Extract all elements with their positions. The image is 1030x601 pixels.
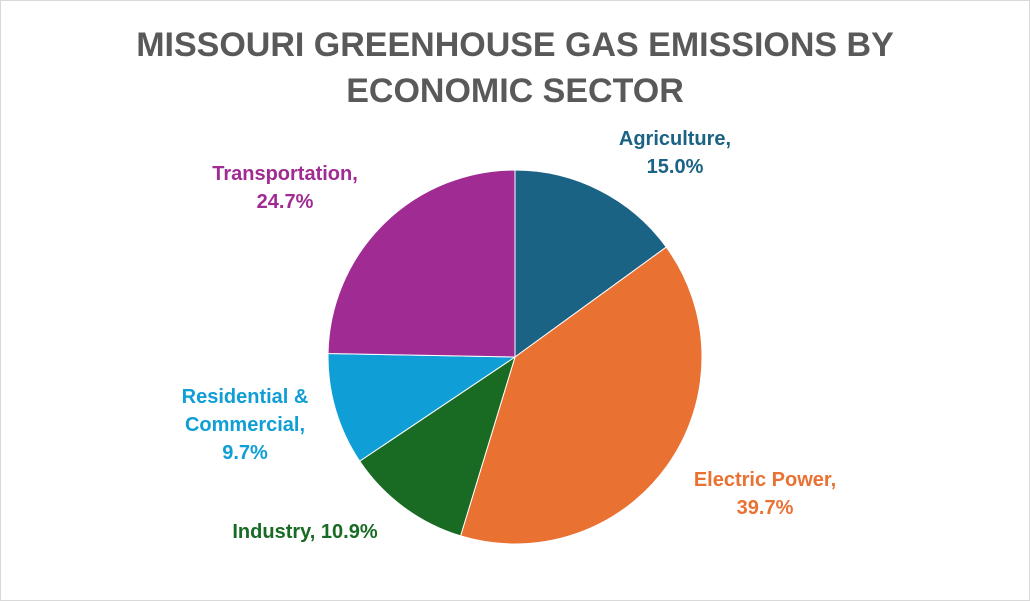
data-label-residential-commercial-line-1: Residential & [181, 386, 309, 408]
chart-title-line-2: ECONOMIC SECTOR [346, 72, 684, 110]
pie-slice-agriculture [514, 169, 667, 358]
data-label-industry-line-1: Industry, 10.9% [232, 521, 378, 543]
data-label-industry: Industry, 10.9% [200, 518, 410, 546]
chart-title: MISSOURI GREENHOUSE GAS EMISSIONS BY ECO… [0, 22, 1030, 114]
pie-slice-electric-power [459, 246, 703, 545]
data-label-agriculture-line-2: 15.0% [646, 156, 704, 178]
data-label-residential-commercial-line-2: Commercial, [184, 414, 306, 436]
pie-slice-industry [358, 355, 516, 537]
data-label-electric-power-line-1: Electric Power, [693, 469, 837, 491]
data-label-agriculture: Agriculture, 15.0% [575, 125, 775, 181]
data-label-electric-power-line-2: 39.7% [736, 497, 794, 519]
pie-slice-transportation [327, 169, 516, 358]
data-label-transportation-line-2: 24.7% [256, 191, 314, 213]
data-label-agriculture-line-1: Agriculture, [618, 128, 732, 150]
data-label-electric-power: Electric Power, 39.7% [660, 466, 870, 522]
data-label-transportation-line-1: Transportation, [212, 163, 358, 185]
pie-slice-residential-commercial [327, 352, 517, 462]
data-label-transportation: Transportation, 24.7% [185, 160, 385, 216]
data-label-residential-commercial-line-3: 9.7% [222, 442, 268, 464]
data-label-residential-commercial: Residential & Commercial, 9.7% [150, 383, 340, 467]
chart-title-line-1: MISSOURI GREENHOUSE GAS EMISSIONS BY [136, 26, 894, 64]
